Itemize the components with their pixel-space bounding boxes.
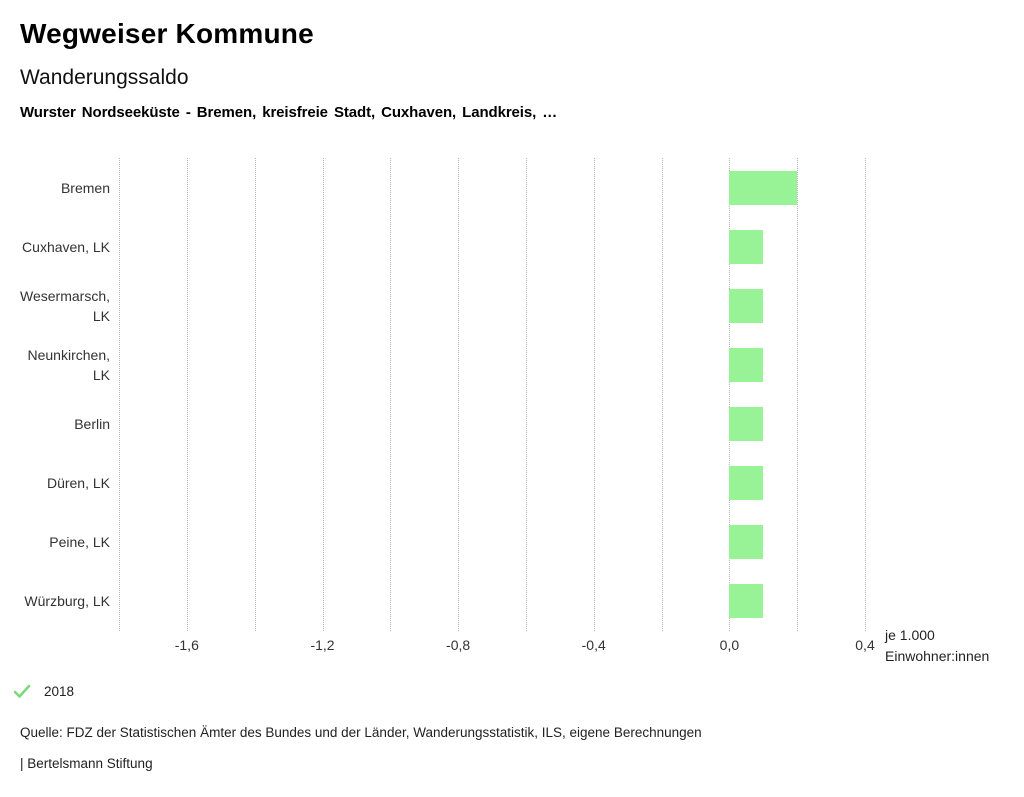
axis-unit-label: je 1.000 Einwohner:innen	[885, 625, 989, 667]
x-tick-label: -0,4	[581, 637, 606, 653]
gridline	[661, 158, 663, 631]
x-tick-label: -0,8	[446, 637, 471, 653]
category-label: Wesermarsch, LK	[20, 287, 110, 324]
gridline	[593, 158, 595, 631]
x-tick-label: -1,2	[310, 637, 335, 653]
x-axis-ticks: -1,6 -1,2 -0,8 -0,4 0,0 0,4	[119, 637, 875, 655]
bar-bremen[interactable]	[729, 170, 798, 205]
bar-cuxhaven-lk[interactable]	[729, 229, 764, 264]
chart-selection: Wurster Nordseeküste - Bremen, kreisfrei…	[20, 104, 558, 121]
category-label: Cuxhaven, LK	[22, 238, 110, 255]
bar-würzburg-lk[interactable]	[729, 584, 764, 619]
category-label: Bremen	[60, 179, 110, 196]
gridline	[458, 158, 460, 631]
gridline	[390, 158, 392, 631]
category-label: Peine, LK	[49, 534, 110, 551]
category-label: Düren, LK	[46, 475, 110, 492]
bar-peine-lk[interactable]	[729, 525, 764, 560]
x-tick-label: 0,4	[855, 637, 875, 653]
category-label: Neunkirchen, LK	[27, 346, 111, 383]
gridline	[119, 158, 120, 631]
check-icon	[13, 684, 31, 698]
gridline	[254, 158, 256, 631]
gridline	[865, 158, 866, 631]
gridline	[729, 158, 731, 631]
page-title: Wegweiser Kommune	[20, 18, 314, 49]
legend-year-label: 2018	[44, 684, 75, 699]
gridline	[797, 158, 799, 631]
axis-unit-line1: je 1.000	[885, 627, 935, 643]
bar-düren-lk[interactable]	[729, 466, 764, 501]
chart-subtitle: Wanderungssaldo	[20, 66, 189, 89]
bar-neunkirchen-lk[interactable]	[729, 347, 764, 382]
plot-area	[119, 158, 866, 631]
bar-berlin[interactable]	[729, 407, 764, 442]
source-text: Quelle: FDZ der Statistischen Ämter des …	[20, 725, 702, 740]
category-label: Berlin	[74, 416, 110, 433]
x-tick-label: 0,0	[719, 637, 740, 653]
bar-wesermarsch-lk[interactable]	[729, 288, 764, 323]
category-label: Würzburg, LK	[24, 593, 110, 610]
axis-unit-line2: Einwohner:innen	[885, 648, 990, 664]
gridline	[525, 158, 527, 631]
x-tick-label: -1,6	[174, 637, 199, 653]
gridline	[322, 158, 324, 631]
category-labels: Bremen Cuxhaven, LK Wesermarsch, LK Neunkirc…	[0, 158, 110, 631]
legend-item-2018[interactable]: 2018	[13, 684, 74, 699]
gridline	[186, 158, 188, 631]
attribution-text: | Bertelsmann Stiftung	[20, 756, 153, 771]
